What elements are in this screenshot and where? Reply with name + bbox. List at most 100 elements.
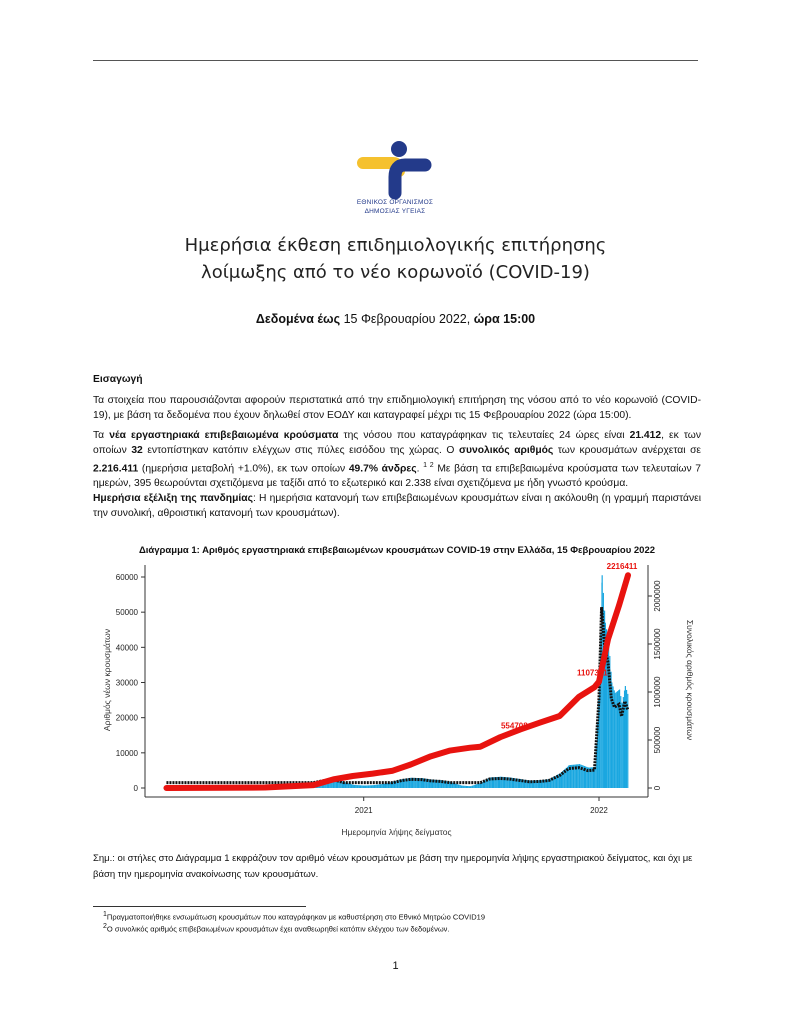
- bar: [378, 784, 380, 788]
- new-cases-value: 21.412: [629, 430, 662, 441]
- y-tick-label: 0: [134, 784, 139, 793]
- bar: [601, 575, 603, 788]
- bar: [456, 783, 458, 788]
- bar: [491, 777, 494, 788]
- bar: [339, 780, 341, 788]
- bar: [565, 767, 567, 788]
- bar: [571, 764, 573, 788]
- bar: [386, 783, 388, 788]
- bar: [500, 776, 502, 788]
- footnote-refs[interactable]: 1 2: [423, 462, 434, 469]
- bar: [527, 780, 529, 788]
- bar: [587, 767, 589, 788]
- bar: [530, 780, 532, 788]
- bar: [410, 777, 412, 788]
- text: εντοπίστηκαν κατόπιν ελέγχων στις πύλες …: [142, 445, 459, 456]
- bar: [348, 783, 350, 788]
- bar: [472, 785, 474, 788]
- cumulative-annotation: 2216411: [607, 562, 638, 571]
- title-line2: λοίμωξης από το νέο κορωνοϊό (COVID-19): [201, 262, 590, 283]
- bar: [443, 780, 445, 788]
- bar: [337, 779, 339, 788]
- bar: [440, 780, 442, 788]
- bar: [566, 766, 569, 788]
- bar: [444, 780, 446, 788]
- dateline-date: 15 Φεβρουαρίου 2022,: [340, 312, 474, 326]
- bar: [542, 779, 544, 788]
- bar: [572, 764, 574, 788]
- bar: [425, 778, 427, 788]
- bar: [614, 693, 616, 788]
- bar: [445, 781, 448, 788]
- eody-logo: [357, 141, 432, 200]
- bar: [470, 786, 472, 788]
- bar: [534, 780, 536, 788]
- bar: [375, 784, 377, 788]
- bar: [422, 778, 425, 788]
- bold-text: συνολικός αριθμός: [458, 445, 554, 456]
- bar: [557, 774, 559, 788]
- bar: [411, 777, 414, 788]
- bar: [458, 784, 460, 788]
- bar: [379, 784, 382, 788]
- chart-title: Διάγραμμα 1: Αριθμός εργαστηριακά επιβεβ…: [138, 545, 656, 556]
- bar: [467, 786, 469, 788]
- bar: [462, 785, 464, 788]
- bar: [477, 783, 479, 788]
- bar: [474, 784, 477, 788]
- y2-tick-label: 500000: [653, 726, 662, 753]
- bar: [551, 777, 553, 788]
- bar: [528, 780, 530, 788]
- bar: [493, 777, 495, 788]
- bar: [558, 773, 560, 788]
- x-axis-label: Ημερομηνία λήψης δείγματος: [341, 827, 451, 837]
- bar: [473, 785, 475, 788]
- border-cases-value: 32: [131, 445, 143, 456]
- bar: [579, 764, 581, 788]
- bar: [405, 778, 407, 788]
- bar: [620, 696, 622, 788]
- bar: [426, 778, 428, 788]
- bar: [395, 781, 397, 788]
- bar: [376, 784, 378, 788]
- bar: [526, 780, 528, 788]
- bar: [415, 777, 417, 788]
- text: Με βάση τα επιβεβαιωμένα κρούσματα των τ…: [93, 463, 701, 490]
- bar: [522, 779, 524, 788]
- intro-paragraph-1: Τα στοιχεία που παρουσιάζονται αφορούν π…: [93, 395, 701, 421]
- dateline-label: Δεδομένα έως: [255, 312, 341, 326]
- bar: [517, 778, 519, 788]
- bar: [536, 780, 538, 788]
- bold-text: Ημερήσια εξέλιξη της πανδημίας: [93, 493, 253, 505]
- bar: [357, 785, 359, 788]
- footnote-mark: 1: [103, 911, 107, 918]
- bar: [580, 764, 582, 788]
- bar: [344, 782, 347, 788]
- bar: [407, 778, 409, 788]
- document-title: Ημερήσια έκθεση επιδημιολογικής επιτήρησ…: [100, 232, 691, 286]
- bar: [347, 783, 349, 788]
- bar: [464, 785, 466, 788]
- bar: [496, 776, 498, 788]
- bar: [441, 780, 443, 788]
- bar: [381, 784, 383, 788]
- bar: [369, 785, 371, 788]
- bar: [383, 783, 385, 788]
- bar: [334, 778, 336, 788]
- bar: [382, 783, 384, 788]
- bar: [544, 779, 546, 788]
- text: Τα: [93, 430, 110, 441]
- daily-labels-series: [166, 607, 630, 785]
- bar: [583, 765, 586, 788]
- bar: [624, 686, 626, 788]
- bar: [457, 784, 459, 788]
- bar: [507, 777, 509, 788]
- y-tick-label: 30000: [116, 679, 139, 688]
- bar: [616, 691, 619, 788]
- bar: [469, 786, 471, 788]
- logo-line2: ΔΗΜΟΣΙΑΣ ΥΓΕΙΑΣ: [364, 208, 426, 215]
- bar: [366, 785, 368, 788]
- intro-paragraph-2: Τα νέα εργαστηριακά επιβεβαιωμένα κρούσμ…: [93, 428, 701, 521]
- bar: [612, 686, 614, 788]
- bar: [585, 766, 587, 788]
